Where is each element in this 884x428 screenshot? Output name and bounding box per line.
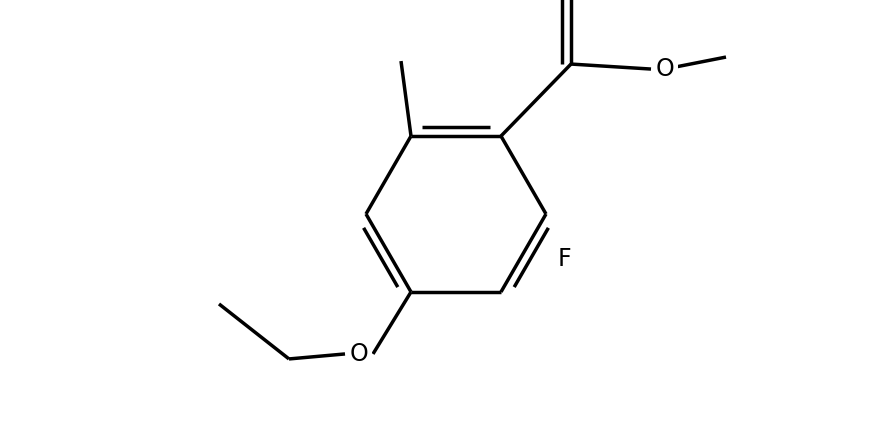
- Text: F: F: [558, 247, 572, 271]
- Text: O: O: [656, 57, 674, 81]
- Text: O: O: [350, 342, 369, 366]
